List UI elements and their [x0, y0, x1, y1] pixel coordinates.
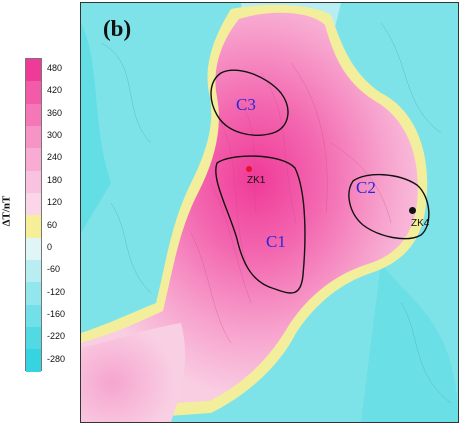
- colorbar-tick-label: 180: [47, 174, 63, 185]
- colorbar-swatch: [26, 81, 41, 104]
- colorbar-tick-label: 60: [47, 219, 58, 230]
- colorbar-swatch: [26, 282, 41, 305]
- borehole-label-zk4: ZK4: [411, 218, 430, 229]
- borehole-marker-zk1: [246, 166, 252, 172]
- colorbar-tick-label: 360: [47, 107, 63, 118]
- colorbar-swatch: [26, 304, 41, 328]
- colorbar-swatch: [26, 170, 41, 194]
- colorbar-tick-label: -280: [47, 353, 66, 364]
- magnetic-anomaly-map: [80, 2, 459, 423]
- colorbar-swatch: [26, 126, 41, 149]
- colorbar-swatch: [26, 215, 41, 238]
- colorbar-swatch: [26, 148, 41, 171]
- colorbar-swatch: [26, 327, 41, 350]
- colorbar-tick-label: 300: [47, 130, 63, 141]
- colorbar-tick-label: -120: [47, 286, 66, 297]
- borehole-marker-zk4: [409, 207, 416, 214]
- colorbar-swatch: [26, 237, 41, 261]
- colorbar-swatch: [26, 103, 41, 127]
- zone-label-c1: C1: [266, 232, 286, 251]
- zone-outline-c1: [215, 155, 306, 294]
- colorbar-tick-label: 0: [47, 241, 53, 252]
- borehole-label-zk1: ZK1: [247, 175, 266, 186]
- colorbar-unit-label: ΔT/nT: [0, 195, 13, 227]
- colorbar-tick-label: -60: [47, 264, 61, 275]
- colorbar-tick-label: 420: [47, 85, 63, 96]
- colorbar: [25, 58, 42, 372]
- colorbar-swatch: [26, 59, 41, 82]
- zone-label-c2: C2: [356, 178, 376, 197]
- colorbar-swatch: [26, 260, 41, 283]
- panel-label: (b): [103, 16, 132, 41]
- zone-outline-c2: [348, 173, 430, 240]
- zone-outline-c3: [210, 69, 289, 136]
- colorbar-tick-label: 480: [47, 63, 63, 73]
- colorbar-tick-label: -220: [47, 331, 66, 342]
- colorbar-tick-label: 120: [47, 197, 63, 208]
- colorbar-swatch: [26, 349, 41, 372]
- positive-anomaly-area: [81, 12, 418, 409]
- colorbar-tick-label: 240: [47, 152, 63, 163]
- colorbar-swatch: [26, 193, 41, 216]
- zone-label-c3: C3: [236, 95, 256, 114]
- colorbar-tick-label: -160: [47, 308, 66, 319]
